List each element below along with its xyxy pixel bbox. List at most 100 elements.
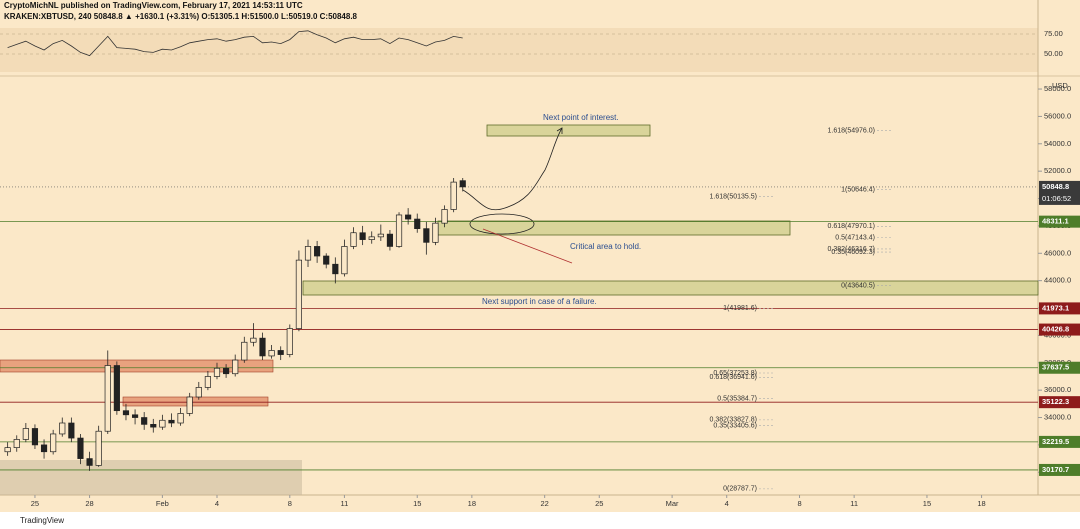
- candle-body: [68, 422, 75, 439]
- level-label: 35122.3: [1042, 397, 1069, 406]
- zone: [0, 460, 302, 495]
- candle-body: [50, 433, 57, 453]
- candle-body: [122, 410, 130, 416]
- footer-brand: TradingView: [20, 516, 64, 525]
- highlight-ellipse: [469, 213, 535, 235]
- candle-body: [186, 396, 193, 414]
- x-tick-label: 4: [215, 499, 219, 508]
- candle-body: [259, 337, 266, 357]
- candle-body: [232, 359, 239, 375]
- candle-body: [195, 387, 202, 398]
- candle-body: [241, 341, 248, 361]
- annotation: Next support in case of a failure.: [482, 297, 597, 306]
- level-tag: [1039, 463, 1080, 476]
- rsi-panel: [0, 28, 1038, 72]
- level-tag: [1039, 215, 1080, 228]
- header-line: CryptoMichNL published on TradingView.co…: [4, 1, 303, 10]
- level-tag: [1039, 435, 1080, 448]
- level-label: 40426.8: [1042, 325, 1069, 334]
- zone: [122, 396, 269, 407]
- fib-label: 0.382(33827.8): [710, 417, 757, 424]
- candle-body: [341, 246, 348, 275]
- candle-body: [95, 430, 102, 466]
- candle-body: [441, 209, 448, 224]
- arrow-head: [556, 127, 563, 134]
- annotation: Critical area to hold.: [570, 242, 641, 251]
- candle-body: [377, 233, 384, 238]
- candle-body: [250, 337, 257, 343]
- x-tick-label: 18: [977, 499, 985, 508]
- y-tick-label: 34000.0: [1044, 413, 1071, 422]
- candle-body: [204, 376, 211, 388]
- annotation: Next point of interest.: [543, 113, 619, 122]
- zone: [0, 359, 274, 373]
- candle-body: [22, 428, 29, 440]
- fib-label: 1.618(50135.5): [710, 194, 757, 201]
- fib-label: 0.5(35384.7): [717, 395, 757, 402]
- candle-body: [59, 422, 66, 435]
- x-tick-label: 25: [595, 499, 603, 508]
- x-tick-label: 22: [540, 499, 548, 508]
- candle-body: [86, 458, 93, 466]
- candle-body: [177, 413, 184, 424]
- x-tick-label: 15: [923, 499, 931, 508]
- fib-label: 0.35(46092.3): [831, 249, 875, 256]
- candle-body: [323, 255, 330, 265]
- footer: [0, 512, 1080, 529]
- x-tick-label: Feb: [156, 499, 169, 508]
- level-label: 37637.5: [1042, 363, 1069, 372]
- candle-body: [295, 259, 302, 329]
- x-tick-label: 8: [797, 499, 801, 508]
- candle-body: [332, 263, 339, 275]
- candle-body: [286, 328, 293, 355]
- level-tag: [1039, 396, 1080, 409]
- countdown: 01:06:52: [1042, 194, 1071, 203]
- x-tick-label: 11: [850, 499, 858, 508]
- candle-body: [159, 419, 166, 428]
- y-tick-label: 52000.0: [1044, 166, 1071, 175]
- candle-body: [432, 222, 439, 243]
- candle-body: [131, 414, 139, 418]
- candle-body: [4, 447, 11, 453]
- candle-body: [40, 444, 48, 453]
- y-tick-label: 50.00: [1044, 49, 1063, 58]
- candle-body: [168, 419, 175, 424]
- candle-body: [31, 428, 39, 446]
- candle-body: [314, 246, 321, 257]
- fib-label: 0(43640.5): [841, 282, 875, 289]
- candle-body: [368, 236, 375, 240]
- candle-body: [423, 228, 430, 243]
- x-tick-label: 4: [725, 499, 729, 508]
- fib-label: 1(41981.6): [723, 305, 757, 312]
- x-tick-label: 25: [31, 499, 39, 508]
- level-tag: [1039, 323, 1080, 336]
- y-tick-label: 56000.0: [1044, 111, 1071, 120]
- candle-body: [304, 246, 312, 261]
- candle-body: [395, 214, 403, 247]
- level-tag: [1039, 361, 1080, 374]
- candle-body: [450, 181, 457, 210]
- level-label: 48311.1: [1042, 217, 1069, 226]
- current-price-tag: [1039, 180, 1080, 205]
- candle-body: [150, 424, 157, 428]
- y-tick-label: 36000.0: [1044, 385, 1071, 394]
- fib-label: 0.382(46316.7): [828, 246, 875, 253]
- currency-label: USD: [1052, 81, 1068, 90]
- candle-body: [386, 233, 394, 247]
- x-tick-label: 15: [413, 499, 421, 508]
- level-label: 41973.1: [1042, 303, 1069, 312]
- candle-body: [213, 367, 221, 377]
- x-tick-label: 11: [341, 499, 349, 508]
- fib-label: 0.65(37253.8): [713, 370, 757, 377]
- candle-body: [13, 439, 20, 448]
- candle-body: [405, 214, 412, 220]
- x-tick-label: Mar: [666, 499, 679, 508]
- rsi-line: [7, 30, 463, 57]
- candle-body: [223, 367, 230, 375]
- y-tick-label: 46000.0: [1044, 248, 1071, 257]
- current-price-label: 50848.8: [1042, 182, 1069, 191]
- candle-body: [104, 365, 111, 432]
- level-tag: [1039, 302, 1080, 315]
